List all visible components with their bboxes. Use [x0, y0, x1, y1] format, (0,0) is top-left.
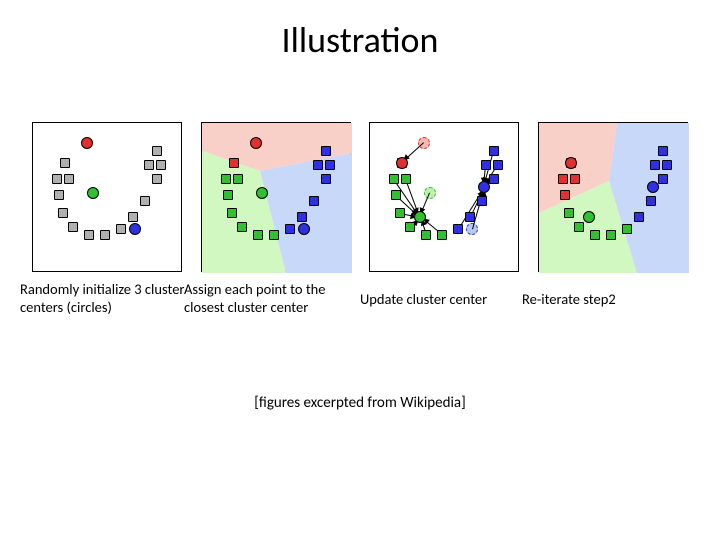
data-point — [590, 230, 600, 240]
page-title: Illustration — [0, 18, 720, 62]
center-blue — [129, 223, 141, 235]
data-point — [221, 174, 231, 184]
data-point — [152, 174, 162, 184]
citation: [figures excerpted from Wikipedia] — [0, 394, 720, 412]
data-point — [128, 212, 138, 222]
data-point — [405, 222, 415, 232]
panel-4-reiterate — [538, 122, 688, 272]
data-point — [465, 212, 475, 222]
data-point — [64, 174, 74, 184]
center-red — [81, 137, 93, 149]
data-point — [421, 230, 431, 240]
data-point — [395, 208, 405, 218]
data-point — [156, 160, 166, 170]
data-point — [489, 174, 499, 184]
data-point — [58, 208, 68, 218]
data-point — [574, 222, 584, 232]
data-point — [144, 160, 154, 170]
center-green — [87, 187, 99, 199]
data-point — [116, 224, 126, 234]
data-point — [325, 160, 335, 170]
data-point — [140, 196, 150, 206]
center-red — [565, 157, 577, 169]
data-point — [560, 190, 570, 200]
data-point — [233, 174, 243, 184]
data-point — [285, 224, 295, 234]
center-green — [256, 187, 268, 199]
data-point — [269, 230, 279, 240]
panel-3-update — [369, 122, 519, 272]
data-point — [297, 212, 307, 222]
center-blue — [298, 223, 310, 235]
data-point — [622, 224, 632, 234]
data-point — [227, 208, 237, 218]
data-point — [489, 146, 499, 156]
data-point — [650, 160, 660, 170]
data-point — [646, 196, 656, 206]
caption-1: Randomly initialize 3 cluster centers (c… — [20, 280, 192, 316]
data-point — [437, 230, 447, 240]
data-point — [253, 230, 263, 240]
data-point — [658, 146, 668, 156]
data-point — [477, 196, 487, 206]
data-point — [391, 190, 401, 200]
center-green — [583, 211, 595, 223]
data-point — [321, 146, 331, 156]
data-point — [453, 224, 463, 234]
panel-1-initialize — [32, 122, 182, 272]
data-point — [229, 158, 239, 168]
data-point — [223, 190, 233, 200]
caption-3: Update cluster center — [360, 290, 520, 316]
data-point — [658, 174, 668, 184]
data-point — [309, 196, 319, 206]
data-point — [152, 146, 162, 156]
data-point — [321, 174, 331, 184]
data-point — [558, 174, 568, 184]
data-point — [606, 230, 616, 240]
data-point — [84, 230, 94, 240]
data-point — [481, 160, 491, 170]
data-point — [237, 222, 247, 232]
data-point — [60, 158, 70, 168]
center-red — [250, 137, 262, 149]
data-point — [662, 160, 672, 170]
data-point — [634, 212, 644, 222]
center-blue — [647, 181, 659, 193]
center-blue — [478, 181, 490, 193]
panel-row — [0, 122, 720, 272]
caption-2: Assign each point to the closest cluster… — [184, 280, 354, 316]
data-point — [54, 190, 64, 200]
data-point — [313, 160, 323, 170]
data-point — [570, 174, 580, 184]
caption-row: Randomly initialize 3 cluster centers (c… — [0, 280, 720, 316]
move-arrow-red — [405, 142, 425, 160]
data-point — [389, 174, 399, 184]
data-point — [493, 160, 503, 170]
data-point — [68, 222, 78, 232]
data-point — [564, 208, 574, 218]
data-point — [401, 174, 411, 184]
caption-4: Re-iterate step2 — [522, 290, 662, 316]
data-point — [100, 230, 110, 240]
data-point — [52, 174, 62, 184]
panel-2-assign — [201, 122, 351, 272]
old-center-red — [418, 137, 430, 149]
